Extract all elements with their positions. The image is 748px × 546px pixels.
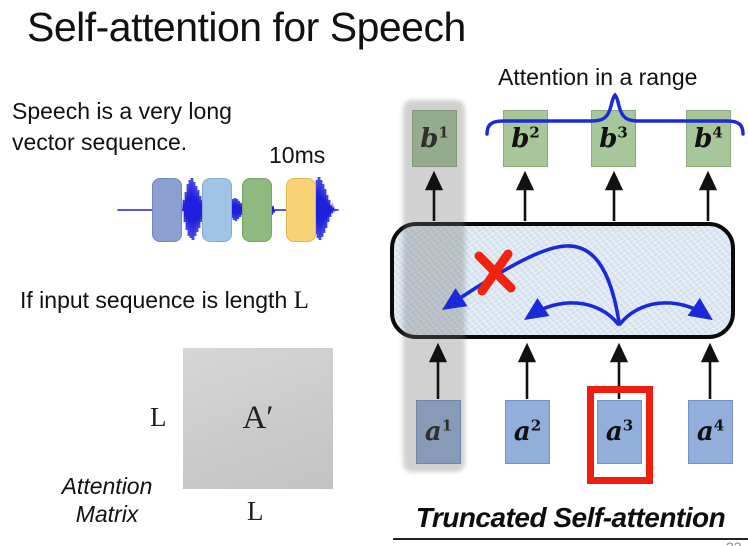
- self-attention-layer-box: [390, 222, 735, 339]
- waveform-frame-block-4: [286, 178, 316, 242]
- output-vector-b2-label: b2: [511, 122, 540, 154]
- waveform-frame-block-1: [152, 178, 182, 242]
- output-vector-b1-label: b1: [420, 122, 449, 154]
- frame-duration-label: 10ms: [269, 142, 326, 168]
- matrix-caption-line1: Attention: [61, 473, 153, 499]
- query-highlight-red-frame: [587, 386, 653, 484]
- attention-matrix-square: A′: [183, 348, 333, 489]
- input-vector-a3-label: a3: [605, 416, 634, 447]
- page-title: Self-attention for Speech: [27, 4, 466, 50]
- right-neighbor-arc: [618, 297, 713, 326]
- input-vector-a3: a3: [597, 400, 642, 464]
- black-up-arrows-outputs: [424, 170, 718, 221]
- truncated-self-attention-caption: Truncated Self-attention: [393, 502, 748, 540]
- speech-description-line1: Speech is a very long: [12, 98, 232, 124]
- red-x-icon: [474, 249, 516, 296]
- attention-matrix-caption: Attention Matrix: [38, 472, 176, 528]
- attention-range-label: Attention in a range: [498, 64, 698, 90]
- input-vector-a1: a1: [416, 400, 461, 464]
- output-vector-b4-label: b4: [694, 122, 723, 154]
- black-up-arrows-inputs: [428, 342, 720, 399]
- matrix-caption-line2: Matrix: [75, 501, 139, 528]
- input-vector-a1-label: a1: [424, 416, 453, 447]
- waveform-frame-block-2: [202, 178, 232, 242]
- curly-brace-icon: [485, 92, 745, 136]
- waveform-frame-block-3: [242, 178, 272, 242]
- long-range-arc-crossed: [441, 244, 621, 324]
- matrix-col-dimension-label: L: [247, 496, 264, 526]
- column-highlight-overlay: [403, 100, 465, 472]
- attention-matrix-symbol: A′: [242, 400, 274, 436]
- input-vector-a2: a2: [505, 400, 550, 464]
- speech-description: Speech is a very long vector sequence.: [12, 96, 232, 158]
- length-statement-text: If input sequence is length: [20, 287, 294, 313]
- page-number: 22: [726, 539, 742, 546]
- input-vector-a4-label: a4: [696, 416, 725, 447]
- input-vector-a2-label: a2: [513, 416, 542, 447]
- length-variable: L: [293, 287, 309, 314]
- output-vector-b3-label: b3: [599, 122, 628, 154]
- input-vector-a4: a4: [688, 400, 733, 464]
- output-vector-b1: b1: [412, 110, 457, 167]
- length-statement: If input sequence is length L: [20, 287, 309, 315]
- matrix-row-dimension-label: L: [150, 402, 167, 432]
- left-neighbor-arc: [524, 298, 620, 326]
- speech-description-line2: vector sequence.: [12, 129, 188, 156]
